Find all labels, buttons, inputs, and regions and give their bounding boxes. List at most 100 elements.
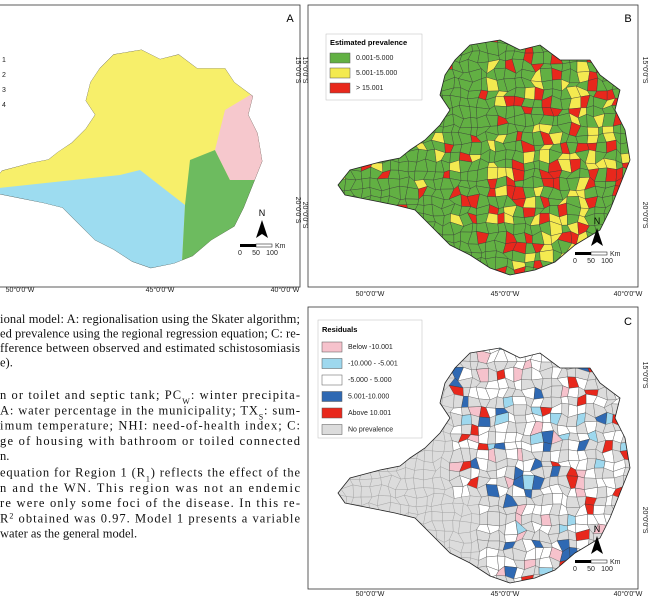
- municipality: [623, 40, 630, 46]
- municipality: [615, 511, 623, 524]
- municipality: [395, 564, 408, 580]
- municipality: [338, 529, 345, 540]
- municipality: [460, 552, 472, 559]
- municipality: [338, 513, 346, 526]
- municipality: [424, 548, 438, 561]
- municipality: [404, 134, 419, 144]
- municipality: [575, 135, 589, 144]
- municipality: [338, 565, 346, 577]
- municipality: [522, 207, 536, 218]
- municipality: [488, 275, 499, 287]
- municipality: [360, 461, 370, 472]
- municipality: [596, 486, 608, 499]
- municipality: [542, 586, 553, 598]
- municipality: [485, 256, 496, 272]
- legend-label: 3: [2, 87, 6, 94]
- municipality: [359, 532, 372, 544]
- municipality: [434, 248, 446, 262]
- municipality: [622, 276, 635, 290]
- municipality: [620, 212, 630, 227]
- municipality: [594, 281, 605, 285]
- longitude-label: 50°0'0"W: [356, 290, 385, 298]
- municipality: [623, 40, 630, 54]
- municipality: [610, 542, 625, 550]
- legend-swatch: [321, 391, 343, 402]
- municipality: [368, 113, 384, 127]
- municipality: [441, 261, 456, 272]
- municipality: [338, 250, 347, 260]
- latitude-label: 15°0'0"S: [294, 57, 302, 84]
- municipality: [604, 266, 616, 275]
- legend-swatch: [321, 341, 343, 353]
- municipality: [338, 141, 346, 153]
- latitude-label: 15°0'0"S: [301, 57, 309, 84]
- municipality: [620, 367, 630, 378]
- municipality: [338, 130, 344, 144]
- municipality: [388, 278, 400, 287]
- municipality: [369, 549, 384, 560]
- municipality: [630, 489, 642, 499]
- municipality: [621, 251, 630, 262]
- municipality: [587, 42, 595, 55]
- municipality: [567, 584, 579, 597]
- municipality: [345, 461, 356, 468]
- municipality: [388, 578, 401, 583]
- municipality: [406, 587, 418, 595]
- text-run: equation for Region 1 (R: [0, 466, 146, 480]
- longitude-label: 50°0'0"W: [356, 590, 385, 598]
- municipality: [476, 576, 492, 583]
- municipality: [350, 122, 360, 137]
- municipality: [551, 575, 562, 583]
- municipality: [422, 585, 434, 596]
- municipality: [511, 396, 528, 406]
- municipality: [360, 233, 374, 244]
- municipality: [352, 557, 364, 567]
- municipality: [413, 103, 428, 117]
- municipality: [620, 133, 630, 145]
- municipality: [464, 280, 472, 287]
- text-run: imum temperature; NHI: need-of-health in…: [0, 419, 300, 433]
- municipality: [440, 360, 453, 368]
- municipality: [424, 259, 437, 270]
- municipality: [367, 451, 383, 464]
- municipality: [471, 576, 480, 583]
- municipality: [352, 484, 362, 498]
- municipality: [539, 67, 553, 83]
- municipality: [487, 511, 500, 527]
- municipality: [341, 211, 357, 227]
- municipality: [585, 348, 599, 353]
- municipality: [389, 512, 402, 525]
- municipality: [440, 46, 456, 57]
- municipality: [432, 268, 446, 275]
- municipality: [338, 524, 347, 531]
- municipality: [566, 367, 576, 378]
- municipality: [583, 351, 599, 362]
- municipality: [381, 107, 392, 117]
- scale-tick: 100: [266, 250, 278, 257]
- panel-label: A: [286, 13, 294, 25]
- municipality: [578, 586, 586, 595]
- municipality: [614, 68, 624, 80]
- municipality: [394, 222, 407, 235]
- municipality: [632, 235, 642, 243]
- legend-swatch: [329, 52, 351, 64]
- municipality: [432, 569, 444, 578]
- municipality: [338, 194, 345, 208]
- municipality: [576, 270, 590, 275]
- municipality: [413, 249, 426, 263]
- municipality: [424, 439, 434, 452]
- municipality: [421, 267, 437, 275]
- legend-label: 2: [2, 72, 6, 79]
- municipality: [443, 557, 453, 570]
- municipality: [596, 266, 607, 275]
- superscript: 2: [9, 511, 13, 520]
- municipality: [434, 64, 443, 71]
- municipality: [406, 541, 416, 552]
- municipality: [386, 438, 401, 455]
- municipality: [406, 261, 419, 272]
- municipality: [470, 117, 478, 128]
- municipality: [558, 514, 569, 527]
- legend-swatch: [321, 407, 343, 419]
- municipality: [434, 68, 443, 84]
- municipality: [389, 502, 401, 518]
